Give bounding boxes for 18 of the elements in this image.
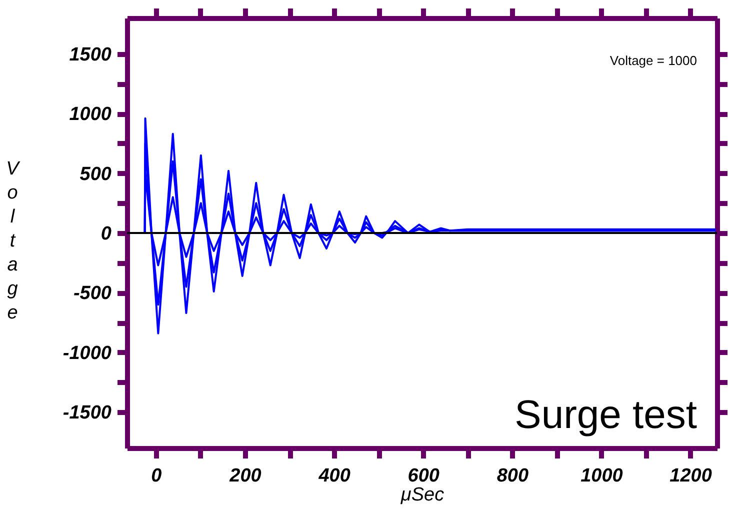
x-tick-label: 0 bbox=[151, 466, 162, 486]
x-tick-label: 1000 bbox=[580, 466, 624, 486]
x-tick-label: 200 bbox=[228, 466, 262, 486]
y-tick-label: 500 bbox=[80, 164, 112, 185]
y-tick-label: -1000 bbox=[62, 342, 112, 364]
annotation: Surge test bbox=[514, 393, 697, 437]
y-tick-label: -1500 bbox=[62, 402, 112, 424]
x-tick-label: 1200 bbox=[670, 466, 712, 486]
x-tick-label: 800 bbox=[496, 466, 529, 486]
x-tick-label: 400 bbox=[318, 466, 351, 486]
y-tick-label: 1000 bbox=[69, 104, 112, 126]
y-tick-label: 0 bbox=[100, 224, 112, 244]
annotation: Voltage = 1000 bbox=[610, 53, 697, 68]
x-tick-label: 600 bbox=[408, 466, 440, 486]
x-axis-title: μSec bbox=[400, 484, 445, 506]
y-tick-label: 1500 bbox=[69, 44, 112, 66]
y-axis-title: Voltage bbox=[6, 158, 22, 324]
y-tick-label: -500 bbox=[73, 283, 112, 304]
